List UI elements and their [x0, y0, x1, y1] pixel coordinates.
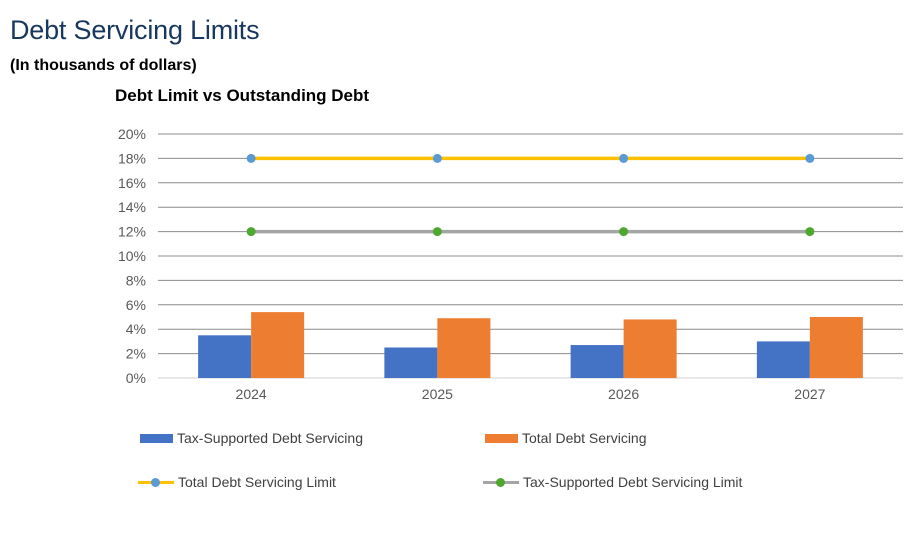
- line-point: [619, 227, 629, 237]
- line-point: [246, 227, 256, 237]
- bar: [384, 347, 438, 378]
- y-tick-label: 4%: [126, 321, 146, 337]
- line-point: [805, 227, 815, 237]
- y-tick-label: 18%: [118, 150, 146, 166]
- y-tick-label: 16%: [118, 175, 146, 191]
- legend-swatch-total-limit: [138, 477, 174, 488]
- bar: [570, 345, 624, 378]
- legend-swatch-tax-supported-limit: [483, 477, 519, 488]
- y-tick-label: 2%: [126, 346, 146, 362]
- line-point: [805, 153, 815, 163]
- y-tick-label: 0%: [126, 370, 146, 386]
- chart-title: Debt Limit vs Outstanding Debt: [115, 86, 370, 105]
- x-tick-label: 2024: [236, 386, 267, 402]
- legend-label-total: Total Debt Servicing: [522, 430, 647, 446]
- legend-label-total-limit: Total Debt Servicing Limit: [178, 474, 336, 490]
- bar: [756, 341, 810, 378]
- legend-item-total-limit[interactable]: Total Debt Servicing Limit: [138, 474, 336, 490]
- bar: [437, 318, 491, 378]
- bar: [251, 312, 305, 378]
- bar: [623, 319, 677, 378]
- page-title: Debt Servicing Limits: [10, 15, 260, 45]
- page-subtitle: (In thousands of dollars): [10, 57, 197, 74]
- y-tick-label: 14%: [118, 199, 146, 215]
- bar: [198, 335, 252, 378]
- line-point: [246, 153, 256, 163]
- legend-label-tax-supported: Tax-Supported Debt Servicing: [177, 430, 363, 446]
- x-tick-label: 2025: [422, 386, 453, 402]
- x-tick-label: 2026: [608, 386, 639, 402]
- legend-item-total[interactable]: Total Debt Servicing: [485, 430, 647, 446]
- legend-swatch-tax-supported: [140, 433, 173, 443]
- y-tick-label: 8%: [126, 272, 146, 288]
- legend-label-tax-supported-limit: Tax-Supported Debt Servicing Limit: [523, 474, 743, 490]
- y-tick-label: 10%: [118, 248, 146, 264]
- legend-swatch-total: [485, 433, 518, 443]
- line-point: [432, 153, 442, 163]
- bar: [809, 317, 863, 378]
- line-point: [432, 227, 442, 237]
- y-tick-label: 20%: [118, 126, 146, 142]
- line-point: [619, 153, 629, 163]
- x-tick-label: 2027: [794, 386, 825, 402]
- y-tick-label: 12%: [118, 224, 146, 240]
- y-tick-label: 6%: [126, 297, 146, 313]
- legend-item-tax-supported-limit[interactable]: Tax-Supported Debt Servicing Limit: [483, 474, 742, 490]
- legend-item-tax-supported[interactable]: Tax-Supported Debt Servicing: [140, 430, 363, 446]
